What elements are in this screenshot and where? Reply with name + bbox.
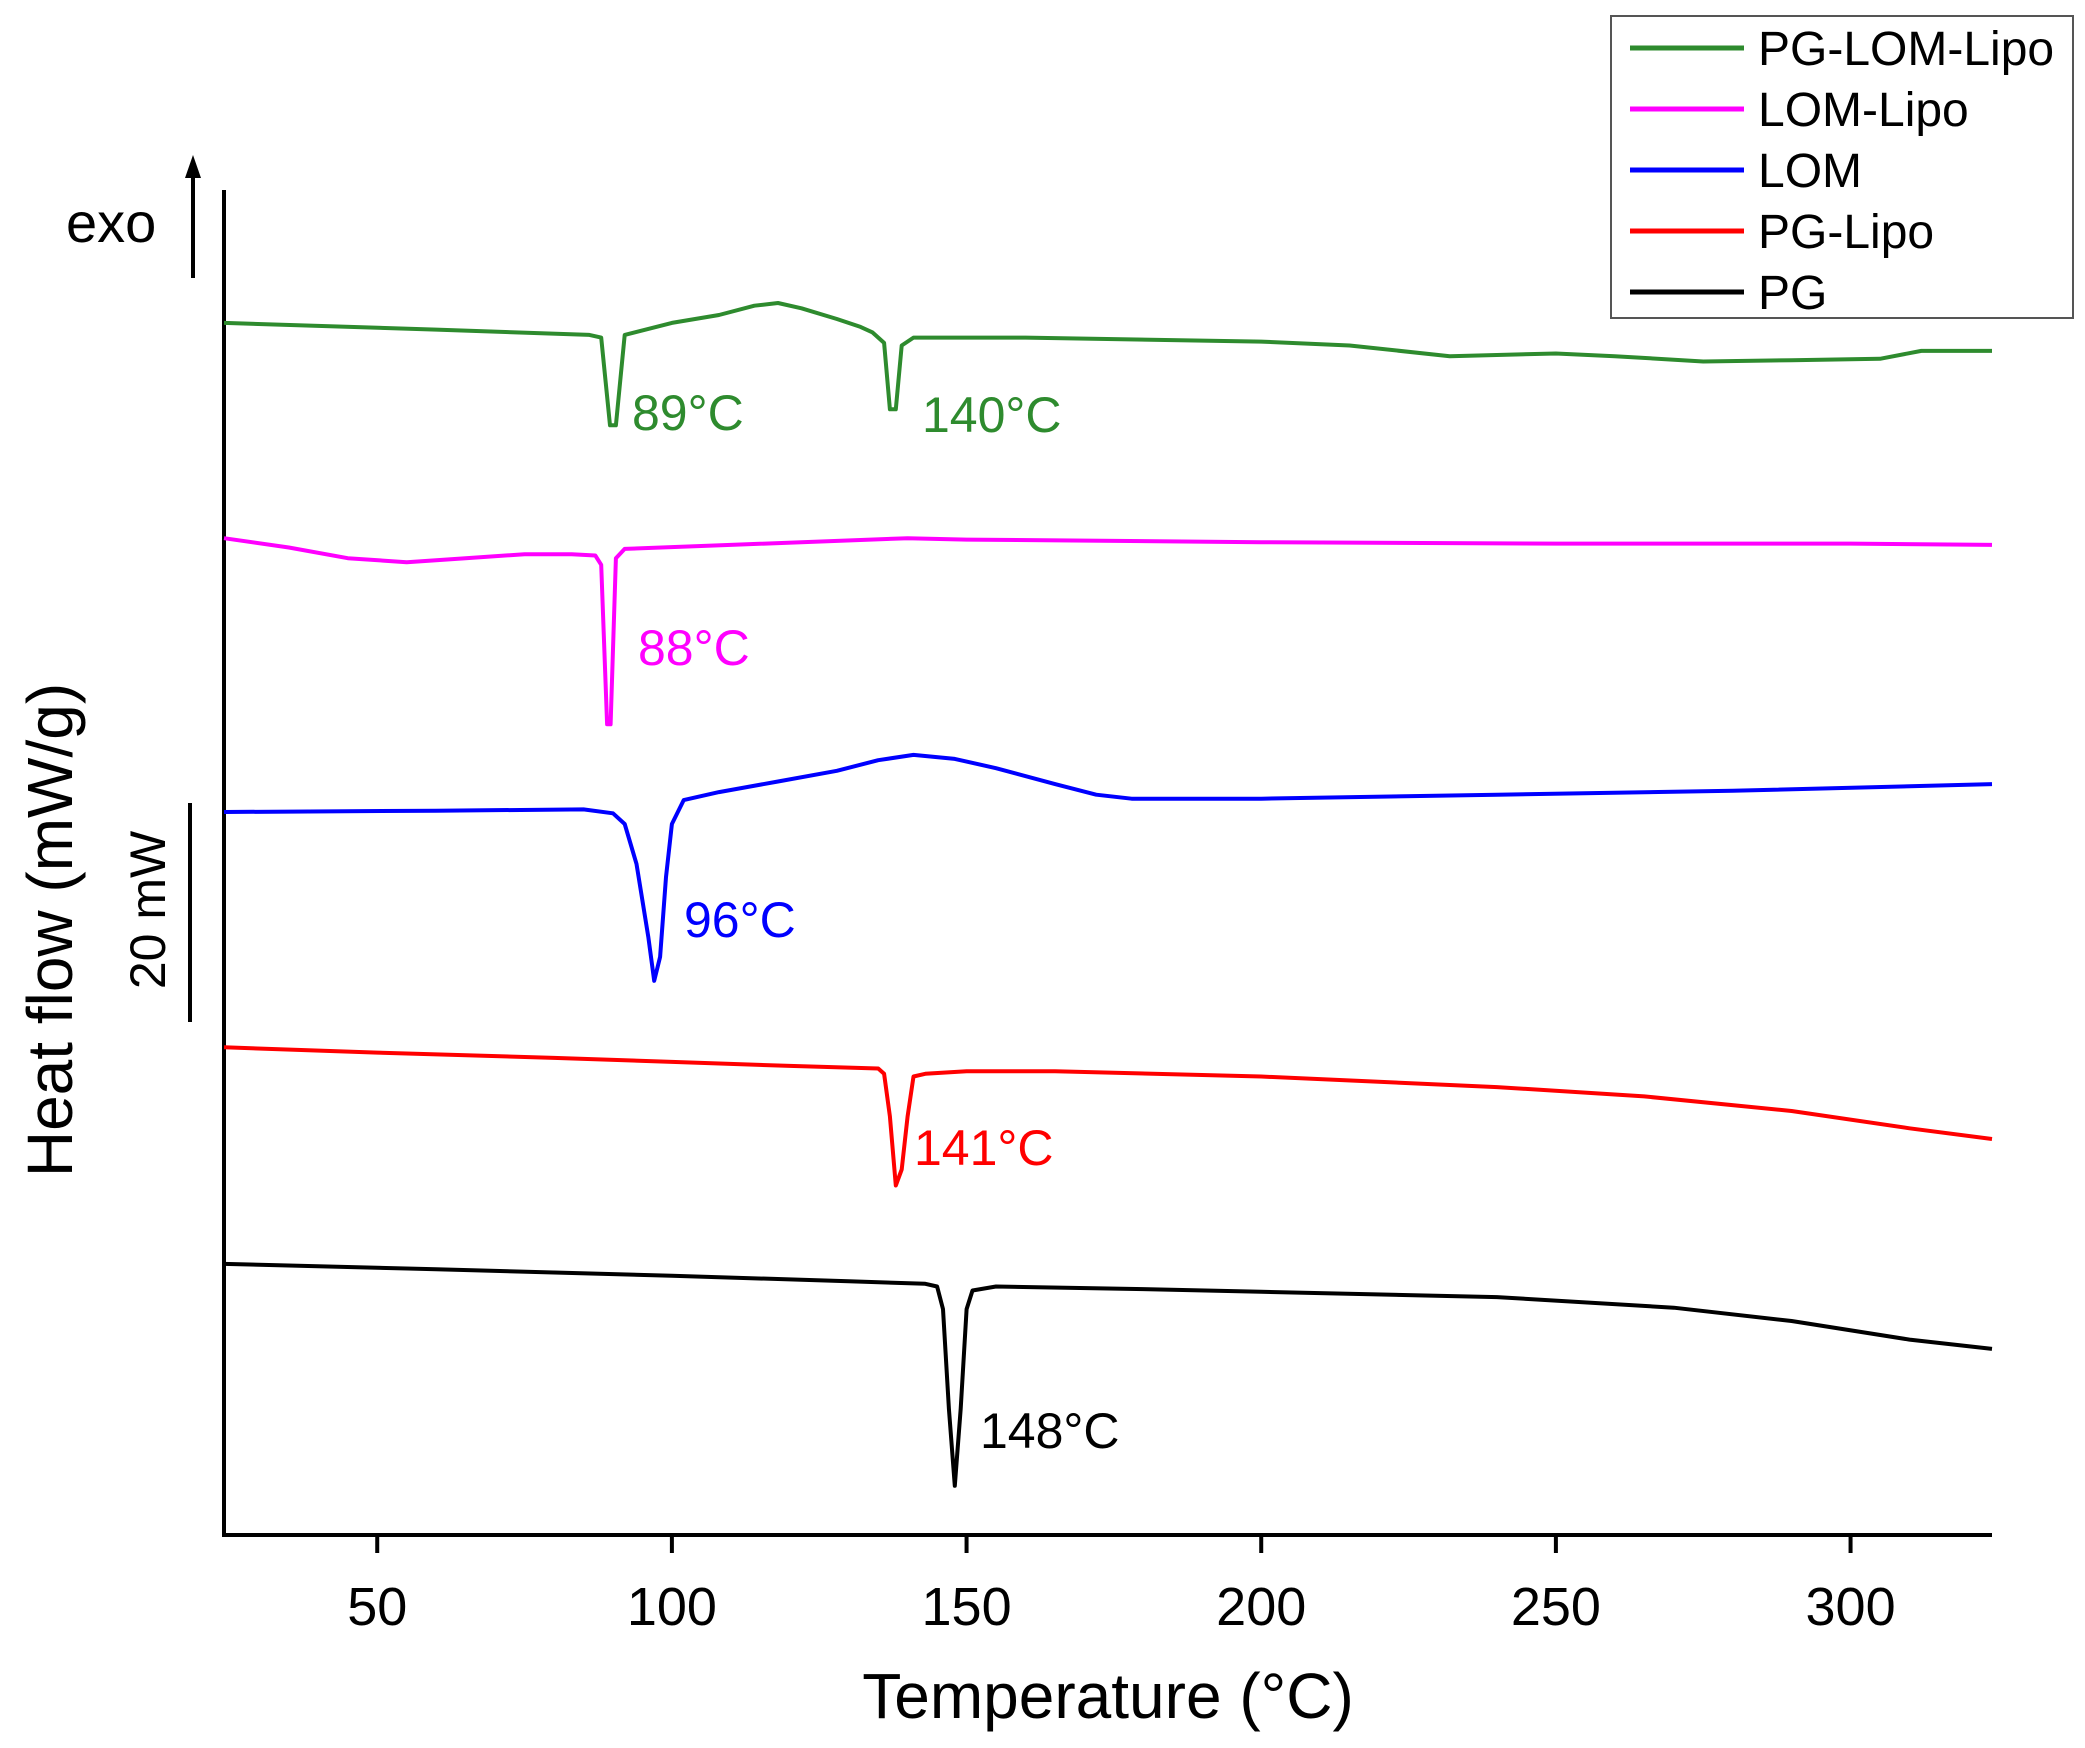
x-axis-title: Temperature (°C) bbox=[862, 1660, 1354, 1732]
peak-label-pg-lipo-141: 141°C bbox=[914, 1120, 1054, 1176]
series-line-pg-lom-lipo bbox=[223, 301, 1992, 428]
x-tick-label-300: 300 bbox=[1806, 1577, 1896, 1637]
peak-label-lom-lipo-88: 88°C bbox=[638, 620, 750, 676]
peak-labels: 89°C 140°C 88°C 96°C 141°C 148°C bbox=[632, 385, 1120, 1459]
x-tick-label-100: 100 bbox=[627, 1577, 717, 1637]
series-line-lom bbox=[223, 752, 1993, 983]
legend-label-pg: PG bbox=[1758, 267, 1827, 320]
exo-indicator: exo bbox=[66, 155, 201, 278]
peak-label-lom-96: 96°C bbox=[684, 892, 796, 948]
x-tick-label-50: 50 bbox=[347, 1577, 407, 1637]
y-axis-title: Heat flow (mW/g) bbox=[14, 683, 86, 1177]
series-group bbox=[223, 301, 1993, 1488]
x-tick-group: 50 100 150 200 250 300 bbox=[347, 1535, 1896, 1637]
legend-box bbox=[1610, 15, 2074, 319]
exo-label: exo bbox=[66, 191, 156, 254]
x-tick-label-150: 150 bbox=[922, 1577, 1012, 1637]
peak-label-pg-lom-lipo-140: 140°C bbox=[922, 387, 1062, 443]
series-line-pg bbox=[223, 1261, 1993, 1488]
axes bbox=[222, 190, 1992, 1537]
scale-bar: 20 mW bbox=[120, 803, 192, 1022]
x-tick-label-250: 250 bbox=[1511, 1577, 1601, 1637]
peak-label-pg-148: 148°C bbox=[980, 1403, 1120, 1459]
series-line-pg-lipo bbox=[223, 1045, 1993, 1188]
x-tick-label-200: 200 bbox=[1216, 1577, 1306, 1637]
legend-label-pg-lom-lipo: PG-LOM-Lipo bbox=[1758, 23, 2054, 76]
legend-label-lom: LOM bbox=[1758, 145, 1862, 198]
legend-label-lom-lipo: LOM-Lipo bbox=[1758, 84, 1969, 137]
legend-label-pg-lipo: PG-Lipo bbox=[1758, 206, 1934, 259]
legend: PG-LOM-Lipo LOM-Lipo LOM PG-Lipo PG bbox=[1610, 15, 2074, 320]
series-line-lom-lipo bbox=[223, 536, 1993, 727]
peak-label-pg-lom-lipo-89: 89°C bbox=[632, 385, 744, 441]
scale-bar-label: 20 mW bbox=[120, 830, 176, 989]
exo-arrow-head-icon bbox=[185, 155, 201, 178]
